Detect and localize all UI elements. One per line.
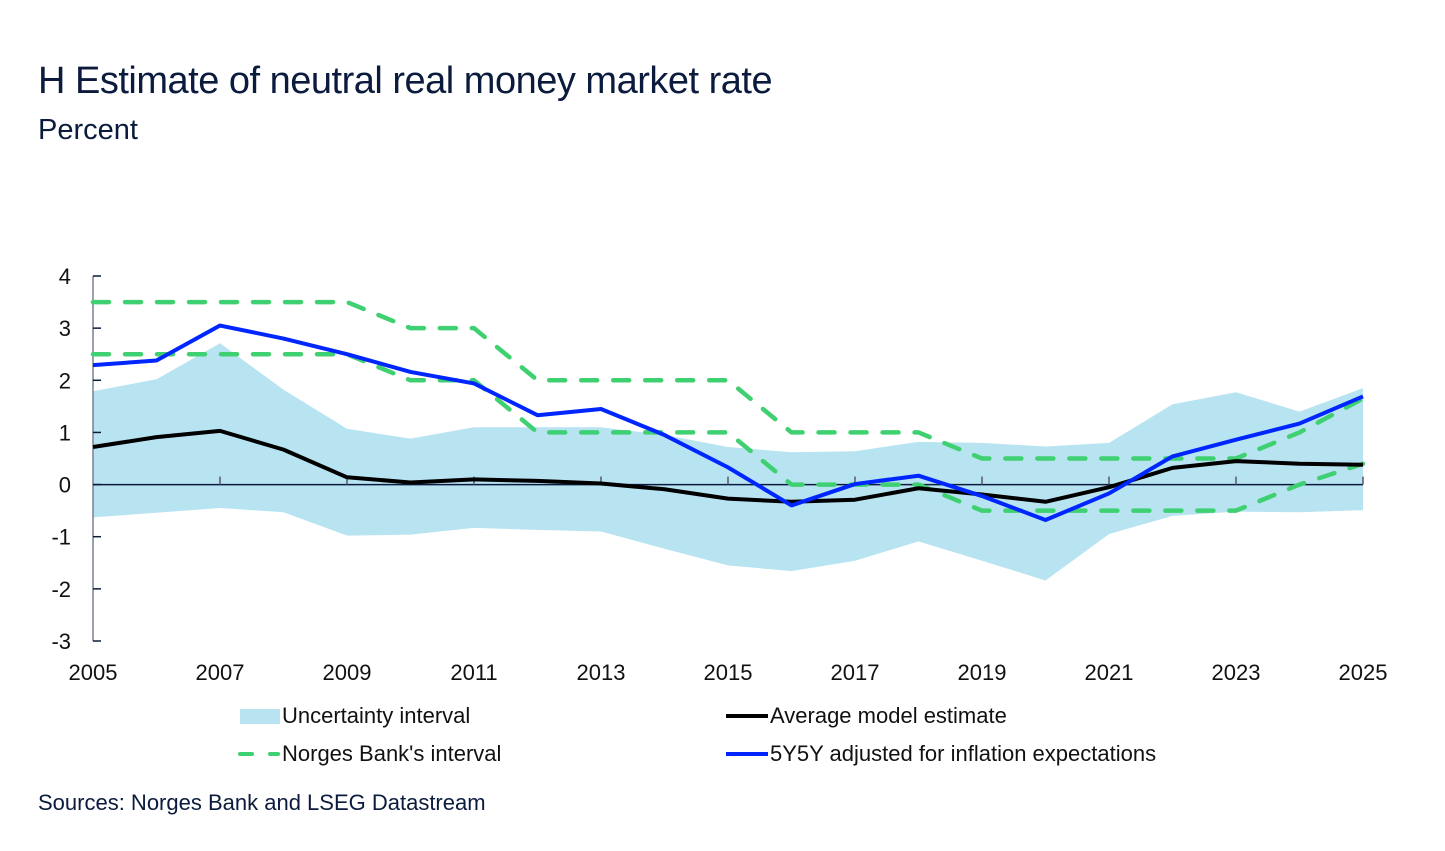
legend-item-uncertainty: Uncertainty interval [240, 703, 470, 729]
x-tick-label: 2009 [323, 660, 372, 685]
legend-label: Norges Bank's interval [282, 741, 502, 766]
legend-swatch-black-line [726, 714, 768, 718]
x-tick-label: 2005 [69, 660, 118, 685]
y-tick-label: 3 [59, 316, 71, 341]
x-tick-label: 2025 [1339, 660, 1388, 685]
y-tick-label: -2 [51, 577, 71, 602]
legend-label: 5Y5Y adjusted for inflation expectations [770, 741, 1157, 766]
chart-title: H Estimate of neutral real money market … [38, 60, 773, 102]
x-tick-label: 2021 [1085, 660, 1134, 685]
uncertainty-band-layer [93, 343, 1363, 581]
norges-bank-interval-upper-line [90, 299, 1366, 461]
y-tick-label: -3 [51, 629, 71, 654]
y-tick-label: 2 [59, 368, 71, 393]
uncertainty-interval-area [93, 343, 1363, 581]
chart-subtitle: Percent [38, 114, 138, 146]
x-tick-label: 2015 [704, 660, 753, 685]
y-tick-label: 0 [59, 473, 71, 498]
fiveyfivey-line [92, 323, 1364, 523]
x-tick-label: 2013 [577, 660, 626, 685]
legend-swatch-band [240, 708, 280, 724]
x-tick-label: 2007 [196, 660, 245, 685]
average-model-estimate-line [92, 428, 1364, 504]
y-tick-label: -1 [51, 525, 71, 550]
series-lines [90, 299, 1366, 523]
x-tick-label: 2011 [450, 660, 497, 685]
legend-item-average: Average model estimate [726, 703, 1007, 729]
source-note: Sources: Norges Bank and LSEG Datastream [38, 790, 486, 815]
y-tick-label: 4 [59, 264, 71, 289]
x-tick-label: 2017 [831, 660, 880, 685]
x-tick-label: 2023 [1212, 660, 1261, 685]
legend-swatch-green-dash [238, 752, 280, 756]
legend-item-norges: Norges Bank's interval [238, 741, 501, 767]
legend-label: Uncertainty interval [282, 703, 471, 728]
legend-label: Average model estimate [770, 703, 1007, 728]
legend-swatch-blue-line [726, 752, 768, 756]
legend-item-5y5y: 5Y5Y adjusted for inflation expectations [726, 741, 1156, 767]
tick-labels: 4 3 2 1 0 -1 -2 -3 2005 2007 2009 2011 2013 2015 2017 2… [51, 264, 1387, 685]
norges-bank-interval-lower-line [90, 351, 1366, 513]
x-tick-label: 2019 [958, 660, 1007, 685]
chart-plot: 4 3 2 1 0 -1 -2 -3 2005 2007 2009 2011 2013 2015 2017 2… [51, 264, 1387, 685]
axes [92, 275, 1364, 642]
y-tick-label: 1 [59, 420, 71, 445]
